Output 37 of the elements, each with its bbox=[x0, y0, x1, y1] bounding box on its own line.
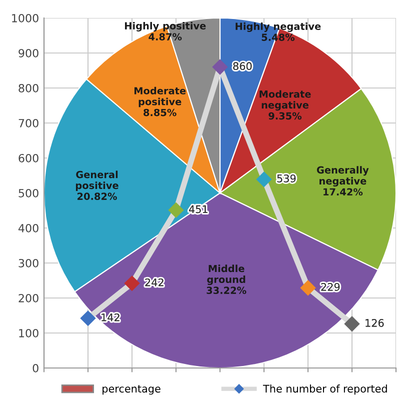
text: 20.82% bbox=[78, 192, 117, 200]
point bbox=[80, 310, 96, 326]
slice-label: Highly negative bbox=[236, 22, 321, 32]
slice-label: General positive bbox=[76, 170, 118, 191]
slice-label: percentage bbox=[102, 385, 160, 395]
y-tick-label: 600 bbox=[18, 154, 38, 162]
point bbox=[212, 59, 228, 75]
point bbox=[256, 172, 272, 187]
data-label: 242 bbox=[145, 278, 164, 286]
y-tick-label: 400 bbox=[18, 224, 38, 232]
y-tick-label: 0 bbox=[32, 364, 38, 372]
text: 33.22% bbox=[206, 286, 246, 294]
y-tick-label: 500 bbox=[18, 188, 38, 198]
point bbox=[168, 202, 184, 218]
data-label: 126 bbox=[366, 319, 384, 327]
y-tick-label: 300 bbox=[18, 258, 38, 268]
y-tick-label: 800 bbox=[18, 84, 38, 92]
slice-label: Middle ground bbox=[207, 264, 246, 286]
point bbox=[300, 280, 316, 296]
y-tick-label: 700 bbox=[18, 118, 38, 128]
text: 9.35% bbox=[268, 112, 302, 120]
data-label: 142 bbox=[102, 313, 120, 322]
slice-label: Moderate positive bbox=[134, 86, 186, 108]
data-label: 229 bbox=[321, 282, 340, 291]
text: 8.85% bbox=[144, 108, 176, 116]
slice-label: Generally negative bbox=[316, 166, 369, 187]
point bbox=[124, 276, 140, 291]
slice-label: Moderate negative bbox=[260, 90, 311, 111]
data-label: 860 bbox=[233, 62, 252, 70]
y-tick-label: 200 bbox=[18, 294, 38, 302]
legend-label: The number of reported bbox=[262, 384, 387, 395]
data-label: 539 bbox=[277, 174, 296, 182]
y-tick-label: 1000 bbox=[12, 14, 38, 22]
y-tick-label: 900 bbox=[18, 48, 38, 58]
text: 17.42% bbox=[324, 188, 363, 196]
y-tick-label: 100 bbox=[19, 328, 38, 338]
point bbox=[344, 316, 360, 332]
